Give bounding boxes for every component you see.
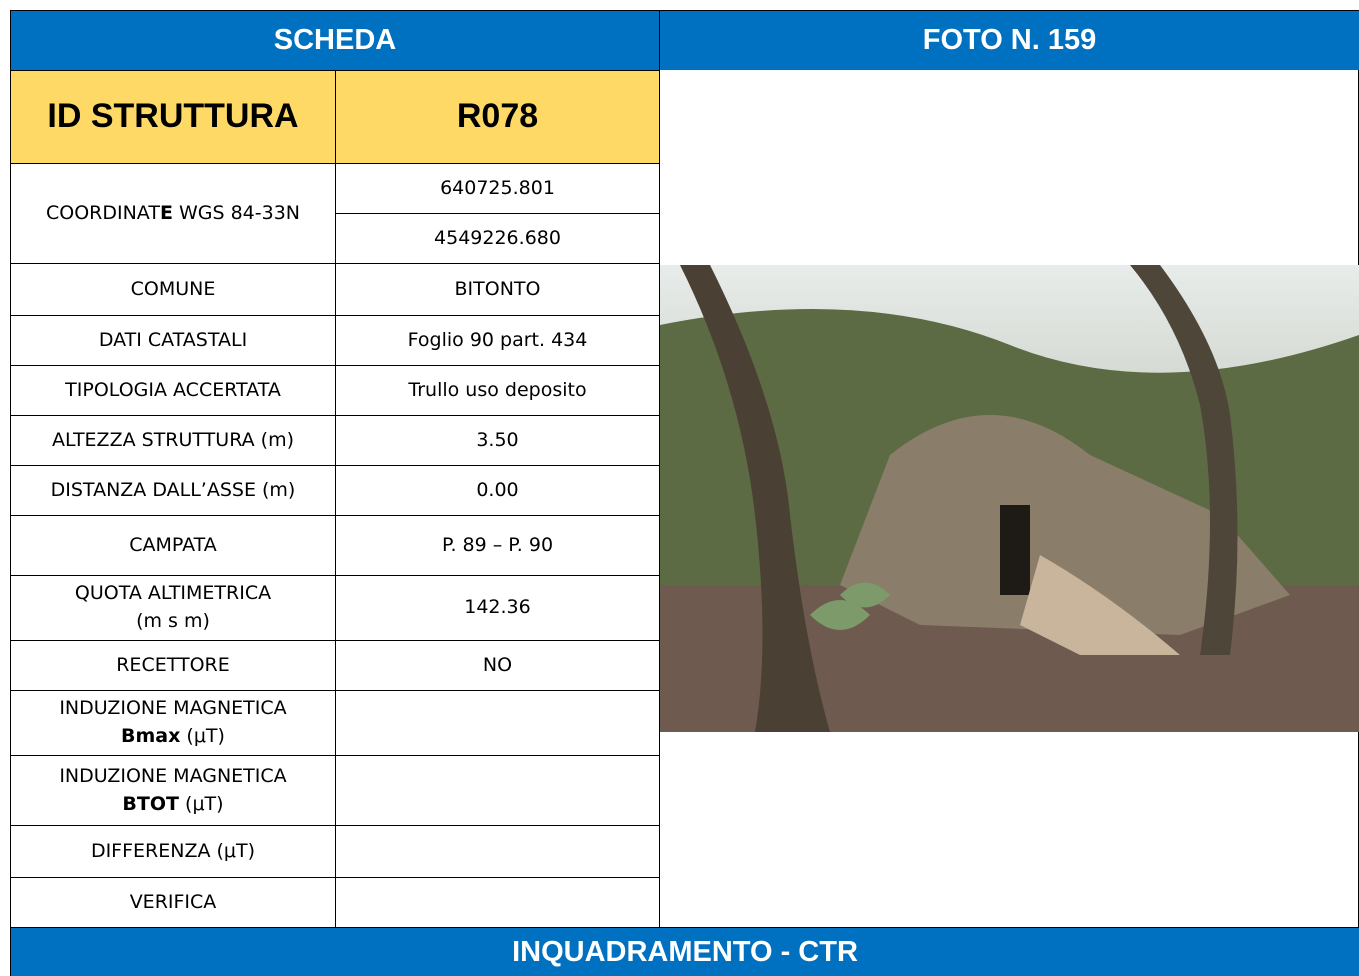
row-value: Trullo uso deposito: [335, 365, 659, 415]
row-label: DIFFERENZA (μT): [10, 825, 335, 877]
row-value: 142.36: [335, 575, 659, 640]
header-left: SCHEDA: [10, 10, 659, 70]
row-value: Foglio 90 part. 434: [335, 315, 659, 365]
text: (μT): [186, 725, 225, 747]
row-label: COMUNE: [10, 263, 335, 315]
row-value: 0.00: [335, 465, 659, 515]
row-value: P. 89 – P. 90: [335, 515, 659, 575]
footer: INQUADRAMENTO - CTR: [10, 927, 1359, 976]
row-label: VERIFICA: [10, 877, 335, 927]
id-value: R078: [335, 70, 659, 163]
photo: [660, 265, 1359, 732]
label-lines: QUOTA ALTIMETRICA (m s m): [75, 580, 271, 635]
row-label: DISTANZA DALL’ASSE (m): [10, 465, 335, 515]
text: INDUZIONE MAGNETICA: [59, 764, 287, 787]
row-label: ALTEZZA STRUTTURA (m): [10, 415, 335, 465]
row-value: [335, 825, 659, 877]
label-lines: INDUZIONE MAGNETICA Bmax (μT): [59, 695, 286, 750]
text: Bmax: [121, 725, 181, 747]
text: WGS 84-33N: [172, 201, 301, 224]
text: (m s m): [136, 610, 210, 632]
row-label: INDUZIONE MAGNETICA BTOT (μT): [10, 755, 335, 825]
row-label: INDUZIONE MAGNETICA Bmax (μT): [10, 690, 335, 755]
row-value: 3.50: [335, 415, 659, 465]
row-value: NO: [335, 640, 659, 690]
row-value: [335, 877, 659, 927]
text: COORDINAT: [45, 201, 160, 224]
row-value: [335, 755, 659, 825]
label-lines: INDUZIONE MAGNETICA BTOT (μT): [59, 763, 286, 818]
row-value: BITONTO: [335, 263, 659, 315]
row-value: [335, 690, 659, 755]
text: (μT): [185, 792, 224, 815]
id-label: ID STRUTTURA: [10, 70, 335, 163]
row-label: DATI CATASTALI: [10, 315, 335, 365]
coord-label: COORDINATE WGS 84-33N: [10, 163, 335, 263]
coord-value: 640725.801: [335, 163, 659, 213]
text: E: [159, 201, 173, 224]
row-label: QUOTA ALTIMETRICA (m s m): [10, 575, 335, 640]
row-label: RECETTORE: [10, 640, 335, 690]
row-label: TIPOLOGIA ACCERTATA: [10, 365, 335, 415]
header-right: FOTO N. 159: [659, 10, 1359, 70]
text: QUOTA ALTIMETRICA: [74, 582, 272, 605]
photo-cell: [659, 70, 1359, 927]
text: BTOT: [122, 792, 179, 815]
coord-value: 4549226.680: [335, 213, 659, 263]
text: INDUZIONE MAGNETICA: [59, 697, 287, 720]
row-label: CAMPATA: [10, 515, 335, 575]
